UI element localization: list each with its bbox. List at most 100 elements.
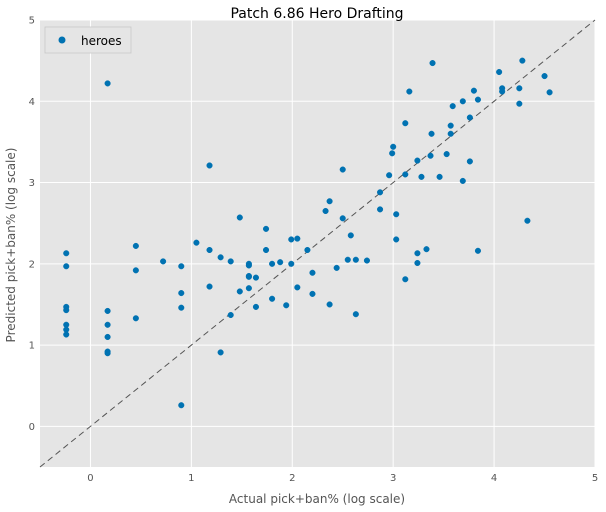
y-tick-label: 5 [29,16,35,27]
y-tick-label: 4 [29,97,35,108]
data-point [347,232,354,239]
y-axis-ticks: 0 1 2 3 4 5 [29,16,35,433]
data-point [132,315,139,322]
data-point [516,85,523,92]
data-point [294,235,301,242]
data-point [466,158,473,165]
data-point [449,103,456,110]
data-point [436,173,443,180]
data-point [414,250,421,257]
data-point [470,87,477,94]
data-point [63,250,70,257]
data-point [227,311,234,319]
x-tick-label: 4 [491,473,497,484]
data-point [132,242,139,249]
data-point [389,150,396,157]
data-point [294,284,301,291]
data-point [390,143,397,150]
y-tick-label: 3 [29,178,35,189]
x-tick-label: 1 [188,473,194,484]
x-axis-label: Actual pick+ban% (log scale) [229,492,405,506]
legend-label: heroes [81,34,122,48]
data-point [206,162,213,169]
y-axis-label: Predicted pick+ban% (log scale) [4,148,18,343]
data-point [423,246,430,253]
data-point [160,258,167,265]
grid [40,19,596,467]
data-point [414,259,421,267]
data-point [443,151,450,158]
data-point [304,246,311,254]
data-point [447,130,454,137]
data-point [206,283,213,290]
data-point [516,100,523,107]
data-point [352,256,359,263]
chart-title: Patch 6.86 Hero Drafting [230,6,403,22]
data-point [178,290,185,297]
data-point [393,236,400,243]
heroes-series [63,57,553,409]
data-point [519,57,526,64]
data-point [541,73,548,80]
y-tick-label: 2 [29,259,35,270]
data-point [104,333,111,341]
data-point [363,257,370,264]
data-point [386,172,393,179]
data-point [104,321,111,328]
data-point [252,274,259,281]
data-point [236,288,243,295]
data-point [178,304,185,311]
data-point [283,302,290,309]
data-point [428,130,435,137]
data-point [546,89,553,96]
data-point [393,211,400,218]
data-point [524,217,531,224]
data-point [245,273,252,280]
data-point [377,206,384,213]
data-point [178,263,185,270]
x-tick-label: 3 [390,473,396,484]
data-point [377,189,384,196]
data-point [402,120,409,127]
data-point [245,285,252,292]
data-point [104,350,111,357]
data-point [406,88,413,95]
data-point [262,225,270,232]
data-point [309,290,316,297]
data-point [402,276,409,283]
data-point [63,263,70,270]
data-point [63,331,70,338]
data-point [269,260,276,267]
x-tick-label: 5 [592,473,598,484]
data-point [466,114,473,121]
x-tick-label: 2 [289,473,295,484]
data-point [326,301,333,308]
data-point [262,246,270,254]
data-point [474,247,481,254]
data-point [206,246,213,254]
x-axis-ticks: 0 1 2 3 4 5 [87,473,598,484]
data-point [277,259,284,266]
data-point [269,295,276,302]
data-point [309,269,316,276]
data-point [496,68,503,76]
data-point [339,166,346,173]
data-point [252,303,259,310]
data-point [217,254,224,261]
data-point [352,311,359,318]
data-point [418,173,425,180]
data-point [344,256,351,263]
legend-marker [58,36,66,44]
y-tick-label: 1 [29,341,35,352]
data-point [402,171,409,178]
data-point [132,267,139,274]
data-point [339,215,346,222]
data-point [288,236,295,243]
data-point [459,177,466,184]
x-tick-label: 0 [87,473,93,484]
data-point [474,96,481,103]
data-point [63,307,70,314]
data-point [499,88,506,95]
legend: heroes [44,26,132,54]
